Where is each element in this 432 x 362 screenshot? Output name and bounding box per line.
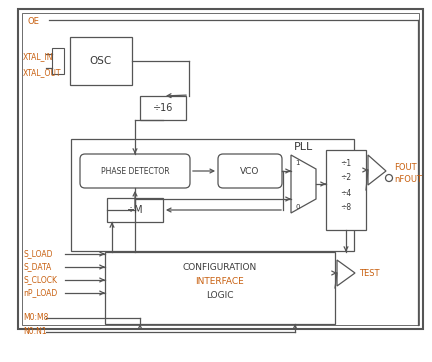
Text: ÷M: ÷M	[127, 205, 143, 215]
Text: S_DATA: S_DATA	[23, 262, 51, 272]
Text: M0:M8: M0:M8	[23, 313, 48, 323]
Bar	[71, 139, 354, 251]
Bar	[140, 96, 186, 120]
Text: nP_LOAD: nP_LOAD	[23, 289, 57, 298]
Text: ÷8: ÷8	[340, 203, 352, 212]
FancyBboxPatch shape	[218, 154, 282, 188]
Text: CONFIGURATION: CONFIGURATION	[183, 262, 257, 272]
Polygon shape	[337, 260, 355, 286]
Text: OSC: OSC	[90, 56, 112, 66]
Text: XTAL_IN: XTAL_IN	[23, 52, 54, 62]
Text: N0:N1: N0:N1	[23, 328, 47, 337]
Text: ÷4: ÷4	[340, 189, 352, 198]
Text: ÷2: ÷2	[340, 173, 352, 182]
Text: 0: 0	[295, 204, 299, 210]
Bar	[22, 13, 419, 325]
Text: S_CLOCK: S_CLOCK	[23, 275, 57, 285]
Text: TEST: TEST	[359, 269, 379, 278]
Polygon shape	[291, 155, 316, 213]
Text: XTAL_OUT: XTAL_OUT	[23, 68, 61, 77]
Text: PHASE DETECTOR: PHASE DETECTOR	[101, 167, 169, 176]
Text: OE: OE	[27, 17, 39, 26]
Text: S_LOAD: S_LOAD	[23, 249, 53, 258]
Bar	[326, 150, 366, 230]
Text: ÷16: ÷16	[153, 103, 173, 113]
Text: ÷1: ÷1	[340, 159, 352, 168]
Text: PLL: PLL	[294, 142, 313, 152]
Bar	[18, 9, 423, 329]
Bar	[107, 198, 163, 222]
Text: FOUT: FOUT	[394, 164, 416, 173]
Text: INTERFACE: INTERFACE	[196, 277, 245, 286]
FancyBboxPatch shape	[80, 154, 190, 188]
Text: nFOUT: nFOUT	[394, 176, 422, 185]
Circle shape	[385, 174, 393, 181]
Bar	[70, 37, 132, 85]
Polygon shape	[368, 155, 386, 185]
Bar	[52, 48, 64, 74]
Text: VCO: VCO	[240, 167, 260, 176]
Text: 1: 1	[295, 160, 299, 166]
Text: LOGIC: LOGIC	[206, 291, 234, 300]
Bar	[105, 252, 335, 324]
